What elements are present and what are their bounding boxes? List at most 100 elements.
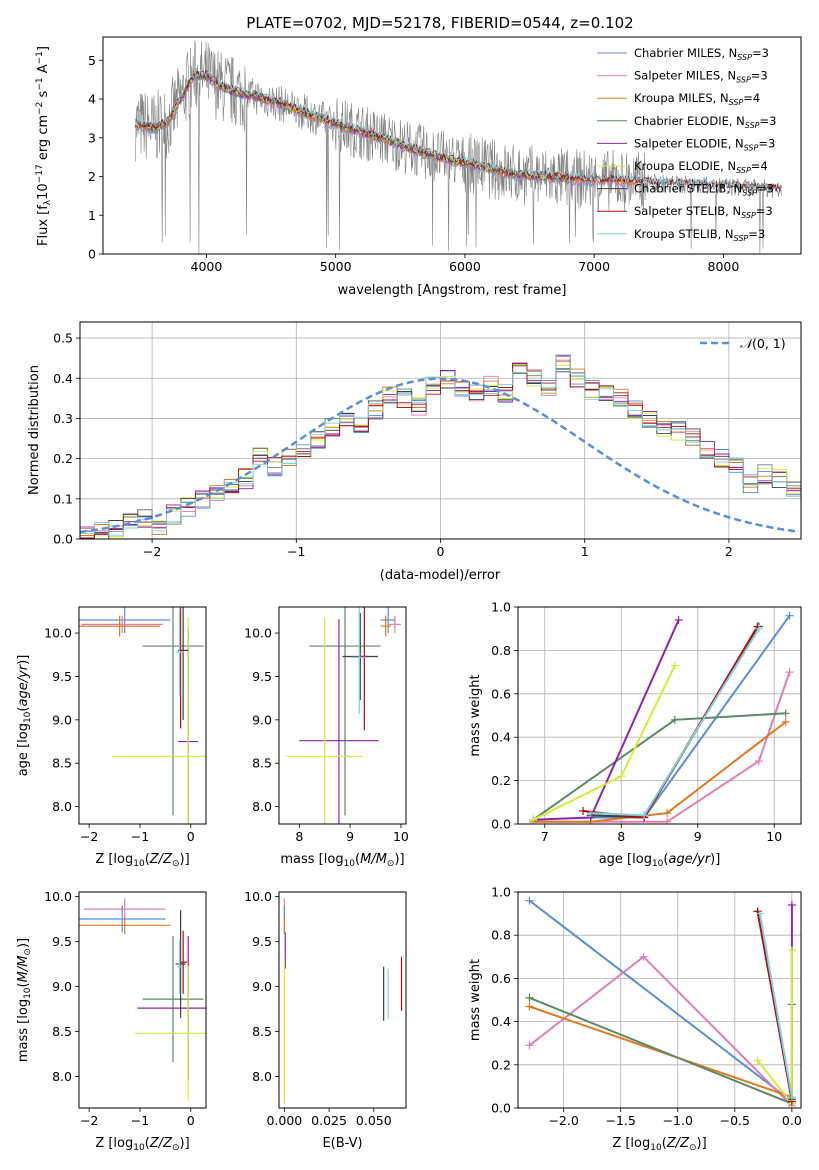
label-part: M/M	[360, 852, 387, 867]
y-tick-label: 0.4	[491, 730, 511, 745]
label-part: −1	[35, 51, 45, 64]
legend-label: Kroupa ELODIE, NSSP=4	[634, 159, 768, 175]
x-axis-label: Z [log10​(Z/Z⊙​)]	[612, 1136, 706, 1153]
label-part: (	[663, 852, 668, 867]
label-part: A	[36, 64, 51, 77]
label-part: M/M	[16, 956, 31, 983]
x-tick-label: −1.0	[663, 1113, 693, 1128]
y-axis-label: age [log10​(age/yr)]	[16, 655, 33, 777]
label-part: age/yr	[668, 852, 711, 867]
x-tick-label: 10	[766, 829, 782, 844]
label-part: (data-model)/error	[380, 568, 501, 583]
y-tick-label: 0.2	[491, 773, 511, 788]
x-axis-label: wavelength [Angstrom, rest frame]	[338, 283, 567, 298]
label-part: SSP	[741, 211, 756, 220]
y-tick-label: 8.5	[252, 1024, 272, 1039]
x-tick-label: 7	[541, 829, 549, 844]
histogram-chabrier-elodie	[80, 365, 801, 539]
x-tick-label: 0.0	[782, 1113, 802, 1128]
histogram-kroupa-stelib	[80, 354, 801, 536]
y-tick-label: 10.0	[244, 626, 272, 641]
y-tick-label: 0.8	[491, 928, 511, 943]
label-part: =3	[757, 182, 774, 196]
chart-mass-z: −2 −1 0 8.0 8.5 9.0 9.5 10.0 Z [log10​(Z/Z⊙​)] ma…	[16, 889, 207, 1153]
y-tick-label: 0.0	[53, 532, 73, 547]
y-tick-label: 8.5	[52, 756, 72, 771]
label-part: ]	[36, 46, 51, 51]
label-part: 10	[23, 711, 33, 723]
x-axis-label: mass [log10​(M/M⊙​)]	[280, 852, 404, 869]
label-part: Flux [f	[36, 205, 51, 246]
x-tick-label: 4000	[191, 259, 223, 274]
histogram-chabrier-miles	[80, 365, 801, 539]
x-tick-label: 0.050	[356, 1113, 392, 1128]
series-chabrier-miles	[528, 899, 793, 1103]
axes-frame	[78, 891, 207, 1109]
y-tick-label: 8.5	[252, 756, 272, 771]
label-part: SSP	[744, 143, 759, 152]
label-part: )]	[16, 938, 31, 948]
y-tick-label: 0.4	[53, 371, 73, 386]
label-part: SSP	[737, 53, 752, 62]
label-part: Kroupa STELIB, N	[634, 227, 734, 241]
y-tick-label: 10.0	[244, 889, 272, 904]
y-tick-label: 0.6	[491, 686, 511, 701]
series-kroupa-miles	[529, 1005, 793, 1099]
legend-label: Salpeter STELIB, NSSP=3	[634, 204, 773, 220]
y-tick-label: 8.0	[52, 1069, 72, 1084]
label-part: =3	[751, 69, 768, 83]
y-tick-label: 0	[88, 247, 96, 262]
y-tick-label: 8.0	[252, 799, 272, 814]
data-spectrum	[135, 40, 782, 254]
legend-label: Chabrier MILES, NSSP=3	[634, 46, 769, 62]
x-axis-label: Z [log10​(Z/Z⊙​)]	[95, 1136, 189, 1153]
y-tick-label: 9.0	[52, 712, 72, 727]
label-part: Kroupa MILES, N	[634, 91, 729, 105]
label-part: ⊙	[172, 1143, 180, 1153]
label-part: Chabrier MILES, N	[634, 46, 737, 60]
y-tick-label: 0.0	[491, 817, 511, 832]
label-part: wavelength [Angstrom, rest frame]	[338, 283, 567, 298]
label-part: Chabrier STELIB, N	[634, 182, 742, 196]
chart-residuals: −2 −1 0 1 2 0.0 0.1 0.2 0.3 0.4 0.5 𝒩(0, 1) (data-mo…	[27, 321, 802, 583]
x-tick-label: 8	[617, 829, 625, 844]
plot-area	[79, 898, 206, 1101]
legend-label: Salpeter ELODIE, NSSP=3	[634, 136, 775, 152]
chart-age-z: −2 −1 0 8.0 8.5 9.0 9.5 10.0 Z [log10​(Z/Z⊙​)] ag…	[16, 606, 207, 869]
label-part: (	[145, 1136, 150, 1151]
plot-area	[79, 607, 206, 824]
y-tick-label: 1.0	[491, 885, 511, 900]
label-part: (	[16, 982, 31, 987]
series-chabrier-elodie	[529, 996, 793, 1106]
series-salpeter-miles	[533, 671, 791, 823]
label-part: −1	[35, 77, 45, 90]
label-part: Z [log	[95, 1136, 133, 1151]
label-part: (0, 1)	[752, 336, 786, 351]
plot-area	[80, 354, 801, 539]
x-tick-label: 1	[581, 544, 589, 559]
series-chabrier-elodie	[532, 712, 786, 821]
y-tick-label: 0.2	[53, 451, 73, 466]
x-tick-label: 8000	[708, 259, 740, 274]
legend-label: Chabrier STELIB, NSSP=3	[634, 182, 774, 198]
label-part: s	[36, 90, 51, 101]
x-axis-label: E(B-V)	[322, 1136, 362, 1151]
label-part: =3	[760, 114, 777, 128]
legend-label: Salpeter MILES, NSSP=3	[634, 69, 768, 85]
label-part: Z [log	[95, 852, 133, 867]
y-tick-label: 1	[88, 208, 96, 223]
label-part: SSP	[729, 98, 744, 107]
label-part: (	[662, 1136, 667, 1151]
y-tick-label: 9.5	[252, 669, 272, 684]
label-part: 10	[133, 859, 145, 869]
label-part: Z [log	[612, 1136, 650, 1151]
x-tick-label: 0.000	[266, 1113, 302, 1128]
y-tick-label: 2	[88, 169, 96, 184]
label-part: Salpeter ELODIE, N	[634, 136, 744, 150]
label-part: −17	[35, 164, 45, 183]
label-part: Z/Z	[666, 1136, 690, 1151]
label-part: age [log	[16, 723, 31, 776]
